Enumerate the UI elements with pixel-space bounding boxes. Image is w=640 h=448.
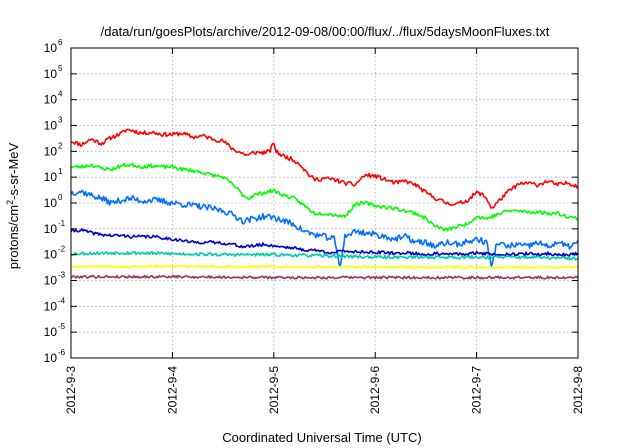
y-tick-label-base: 10 <box>44 196 58 210</box>
y-tick-label: 10 <box>44 222 58 236</box>
y-axis-label-sup: 2 <box>5 200 15 205</box>
y-tick-label-exponent: 4 <box>58 90 63 99</box>
y-tick-label-base: 10 <box>44 248 58 262</box>
series-line-2 <box>70 162 579 232</box>
y-tick-label-exponent: 5 <box>58 64 63 73</box>
axes: 10 -610 -510 -410 -310 -210 -110 010 110 210 310 41… <box>44 38 585 414</box>
plot-frame <box>70 47 579 359</box>
series-line-4 <box>70 228 579 257</box>
y-tick-label: 10 <box>44 196 58 210</box>
y-tick-label: 10 <box>44 274 58 288</box>
y-tick-label-exponent: 3 <box>58 116 63 125</box>
y-tick-label-base: 10 <box>44 222 58 236</box>
y-tick-label-base: 10 <box>44 119 58 133</box>
y-tick-label-exponent: 2 <box>58 141 63 150</box>
y-tick-label: 10 <box>44 299 58 313</box>
y-tick-label: 10 <box>44 41 58 55</box>
y-tick-label: 10 <box>44 248 58 262</box>
y-tick-label-exponent: 0 <box>58 193 63 202</box>
x-tick-label: 2012-9-5 <box>267 366 281 414</box>
y-tick-label-exponent: 1 <box>58 167 63 176</box>
series-line-5 <box>70 250 579 261</box>
plot-area <box>70 128 579 280</box>
y-tick-label: 10 <box>44 170 58 184</box>
y-tick-label-exponent: -6 <box>58 348 66 357</box>
y-tick-label-base: 10 <box>44 170 58 184</box>
y-tick-label: 10 <box>44 67 58 81</box>
x-tick-label: 2012-9-7 <box>470 366 484 414</box>
y-axis-label-base: protons/cm <box>6 205 21 269</box>
y-tick-label: 10 <box>44 119 58 133</box>
y-tick-label-base: 10 <box>44 144 58 158</box>
y-tick-label: 10 <box>44 93 58 107</box>
series-line-6 <box>70 264 579 269</box>
y-tick-label-base: 10 <box>44 93 58 107</box>
y-tick-label-exponent: -3 <box>58 271 66 280</box>
y-tick-label-base: 10 <box>44 351 58 365</box>
series-line-1 <box>70 128 579 209</box>
y-axis-label: protons/cm2-s-sr-MeV <box>5 142 21 269</box>
y-tick-label-exponent: -2 <box>58 245 66 254</box>
y-tick-label-base: 10 <box>44 274 58 288</box>
x-tick-label: 2012-9-6 <box>368 366 382 414</box>
y-tick-label-exponent: 6 <box>58 38 63 47</box>
y-tick-label: 10 <box>44 144 58 158</box>
y-tick-label: 10 <box>44 325 58 339</box>
y-tick-label-base: 10 <box>44 67 58 81</box>
y-tick-label-exponent: -1 <box>58 219 66 228</box>
chart-title: /data/run/goesPlots/archive/2012-09-08/0… <box>101 24 550 39</box>
y-tick-label-exponent: -4 <box>58 296 66 305</box>
y-axis-label-rest: -s-sr-MeV <box>6 142 21 199</box>
series-line-7 <box>70 274 579 280</box>
x-tick-label: 2012-9-3 <box>64 366 78 414</box>
y-tick-label-base: 10 <box>44 299 58 313</box>
y-tick-label-base: 10 <box>44 325 58 339</box>
x-tick-label: 2012-9-8 <box>571 366 585 414</box>
y-tick-label-base: 10 <box>44 41 58 55</box>
x-axis-label: Coordinated Universal Time (UTC) <box>222 430 421 445</box>
y-tick-label: 10 <box>44 351 58 365</box>
x-tick-label: 2012-9-4 <box>165 366 179 414</box>
y-tick-label-exponent: -5 <box>58 322 66 331</box>
